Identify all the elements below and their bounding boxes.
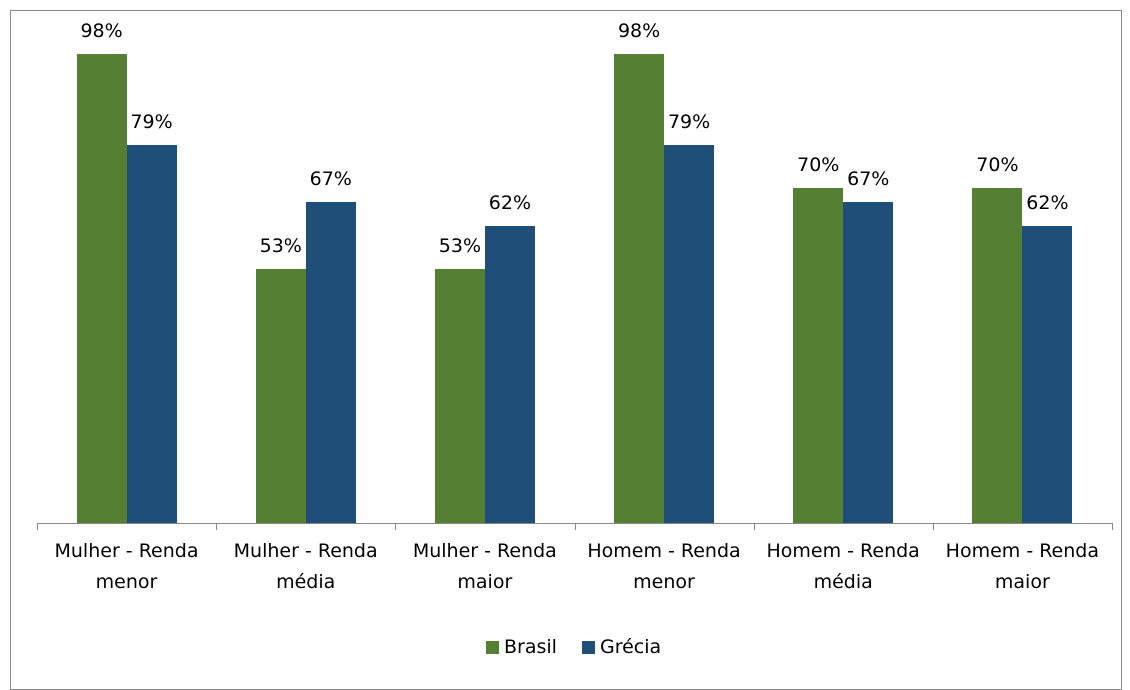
- x-tick-label: Mulher - Renda maior: [412, 540, 557, 593]
- legend-item: Grécia: [582, 636, 661, 658]
- data-label: 79%: [130, 110, 173, 133]
- x-tick: [932, 523, 934, 530]
- x-tick: [1112, 523, 1113, 530]
- x-tick: [37, 523, 38, 530]
- data-label: 67%: [847, 168, 890, 191]
- data-label: 53%: [438, 235, 482, 258]
- data-label: 70%: [797, 153, 840, 176]
- x-tick-label: Homem - Renda maior: [945, 540, 1099, 593]
- legend-item: Brasil: [486, 636, 557, 658]
- bar: [305, 202, 356, 523]
- x-tick: [574, 523, 576, 530]
- bar: [255, 269, 306, 523]
- data-label: 98%: [617, 19, 661, 42]
- x-tick-label: Mulher - Renda menor: [54, 540, 199, 593]
- bar: [484, 226, 535, 523]
- bar: [126, 144, 177, 523]
- legend-swatch: [486, 640, 499, 654]
- bar: [1022, 226, 1073, 523]
- data-label: 67%: [309, 168, 352, 191]
- x-tick-label: Mulher - Renda média: [233, 540, 378, 593]
- bar: [434, 269, 485, 523]
- bar: [614, 53, 665, 523]
- legend-label: Brasil: [504, 636, 557, 658]
- x-tick: [753, 523, 755, 530]
- data-label: 62%: [1026, 192, 1069, 215]
- x-tick: [216, 523, 218, 530]
- bar: [843, 202, 894, 523]
- data-label: 98%: [80, 19, 123, 42]
- data-label: 79%: [667, 110, 711, 133]
- legend-swatch: [582, 640, 595, 654]
- bar: [972, 187, 1023, 523]
- bar: [793, 187, 844, 523]
- x-tick-label: Homem - Renda menor: [587, 540, 741, 593]
- x-tick-label: Homem - Renda média: [766, 540, 920, 593]
- bar: [76, 53, 127, 523]
- data-label: 62%: [488, 192, 532, 215]
- bar: [664, 144, 715, 523]
- data-label: 70%: [976, 153, 1019, 176]
- x-tick: [395, 523, 397, 530]
- data-label: 53%: [259, 235, 302, 258]
- legend-label: Grécia: [600, 636, 662, 658]
